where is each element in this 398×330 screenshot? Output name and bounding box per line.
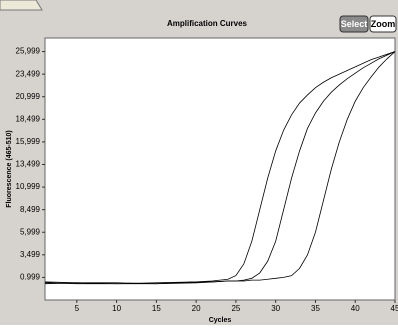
select-button[interactable]	[339, 15, 369, 33]
y-tick-label: 18,499	[16, 114, 41, 123]
amplification-curve	[44, 51, 396, 285]
x-tick-label: 5	[75, 304, 80, 313]
chart-title: Amplification Curves	[167, 19, 248, 28]
y-tick-label: 10,999	[16, 182, 41, 191]
y-tick-label: 8,499	[20, 205, 41, 214]
y-tick-label: 5,999	[20, 227, 41, 236]
x-tick-label: 15	[152, 304, 161, 313]
y-tick-label: 15,999	[16, 137, 41, 146]
y-tick-label: 25,999	[16, 47, 41, 56]
amplification-curve	[44, 51, 396, 285]
zoom-button-label[interactable]: Zoom	[371, 19, 396, 29]
x-tick-label: 30	[271, 304, 280, 313]
y-tick-label: 23,499	[16, 69, 41, 78]
y-tick-label: 0.999	[20, 273, 41, 282]
x-tick-label: 20	[192, 304, 201, 313]
x-tick-label: 35	[311, 304, 320, 313]
y-tick-label: 13,499	[16, 160, 41, 169]
x-axis-label: Cycles	[209, 317, 232, 324]
y-tick-label: 20,999	[16, 92, 41, 101]
select-button-label[interactable]: Select	[341, 19, 368, 29]
x-tick-label: 25	[231, 304, 240, 313]
y-axis-label: Fluorescence (465-510)	[6, 130, 13, 207]
x-tick-label: 10	[112, 304, 121, 313]
plot-area	[44, 37, 396, 301]
y-tick-label: 3,499	[20, 250, 41, 259]
amplification-curve	[44, 51, 396, 285]
x-tick-label: 40	[351, 304, 360, 313]
x-tick-label: 45	[391, 304, 398, 313]
zoom-button[interactable]	[369, 15, 397, 33]
tab[interactable]	[0, 0, 43, 11]
